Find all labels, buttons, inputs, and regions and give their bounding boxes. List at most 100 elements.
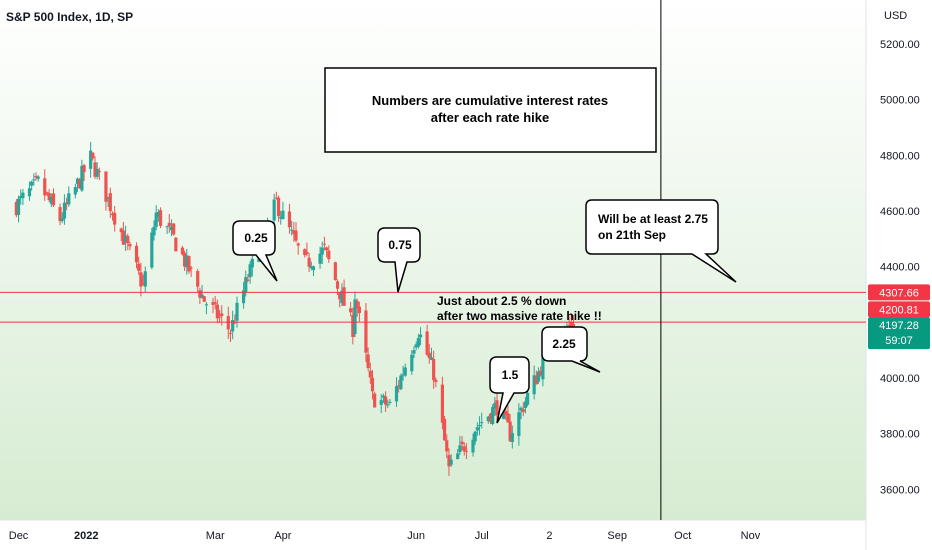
rate-callout-4[interactable]: 2.25 bbox=[541, 326, 601, 373]
candle-125 bbox=[397, 379, 401, 393]
candle-98 bbox=[311, 265, 316, 277]
candle-144 bbox=[456, 449, 460, 460]
candle-163 bbox=[510, 425, 514, 449]
candle-43 bbox=[143, 266, 147, 293]
candle-95 bbox=[305, 242, 309, 257]
info-box-line-1: Numbers are cumulative interest rates bbox=[372, 93, 608, 108]
candle-14 bbox=[58, 203, 62, 226]
currency-label: USD bbox=[884, 10, 907, 22]
candle-71 bbox=[231, 310, 235, 340]
sep-callout-line-2: on 21th Sep bbox=[598, 228, 666, 242]
time-tick-7: Sep bbox=[607, 530, 627, 542]
price-axis[interactable]: 5200.00 5000.00 4800.00 4600.00 4400.00 4000.… bbox=[880, 39, 920, 496]
candle-149 bbox=[471, 433, 475, 457]
price-tick-4: 4400.00 bbox=[880, 262, 920, 274]
candle-146 bbox=[460, 436, 464, 451]
candle-137 bbox=[432, 350, 436, 389]
level-badge-2[interactable]: 4200.81 bbox=[868, 301, 930, 318]
drop-note[interactable]: Just about 2.5 % down after two massive … bbox=[437, 294, 602, 323]
candle-12 bbox=[49, 193, 53, 208]
candle-169 bbox=[532, 365, 536, 400]
candle-123 bbox=[388, 398, 392, 405]
candle-45 bbox=[152, 220, 156, 241]
last-price-badge[interactable]: 4197.28 59:07 bbox=[868, 317, 930, 350]
price-tick-3: 4600.00 bbox=[880, 206, 920, 218]
candle-160 bbox=[504, 408, 508, 421]
candle-22 bbox=[80, 159, 84, 192]
candle-24 bbox=[89, 142, 93, 178]
candle-151 bbox=[475, 422, 479, 436]
price-tick-7: 3600.00 bbox=[880, 484, 920, 496]
candle-164 bbox=[517, 403, 521, 446]
candle-67 bbox=[217, 310, 222, 323]
candle-29 bbox=[104, 171, 108, 211]
price-tick-6: 3800.00 bbox=[880, 429, 920, 441]
candle-115 bbox=[366, 347, 370, 372]
candle-50 bbox=[167, 213, 171, 233]
candle-158 bbox=[495, 391, 499, 423]
candle-32 bbox=[110, 211, 115, 221]
candle-52 bbox=[172, 223, 176, 236]
candles-layer bbox=[14, 142, 576, 476]
candle-121 bbox=[383, 391, 388, 412]
candle-85 bbox=[274, 191, 278, 200]
candle-8 bbox=[36, 175, 40, 182]
rate-callout-4-label: 2.25 bbox=[552, 337, 576, 351]
level-badge-1[interactable]: 4307.66 bbox=[868, 284, 930, 301]
candle-76 bbox=[246, 274, 250, 283]
candle-155 bbox=[488, 412, 493, 425]
candle-36 bbox=[124, 225, 128, 251]
candle-104 bbox=[333, 261, 337, 281]
candle-142 bbox=[447, 448, 451, 476]
level-badge-2-label: 4200.81 bbox=[879, 304, 919, 316]
candle-112 bbox=[355, 298, 359, 317]
candle-167 bbox=[523, 397, 528, 414]
rate-callout-1[interactable]: 0.25 bbox=[232, 220, 278, 282]
candle-6 bbox=[32, 173, 36, 186]
candle-127 bbox=[401, 365, 405, 381]
candle-84 bbox=[272, 193, 276, 229]
info-box[interactable]: Numbers are cumulative interest rates af… bbox=[324, 67, 657, 153]
candle-128 bbox=[403, 363, 407, 377]
rate-callout-3-bubble bbox=[489, 356, 530, 424]
candle-143 bbox=[449, 454, 453, 467]
countdown-label: 59:07 bbox=[885, 335, 913, 347]
candle-30 bbox=[106, 196, 110, 207]
time-axis[interactable]: Dec 2022 Mar Apr Jun Jul 2 Sep Oct Nov bbox=[9, 530, 761, 542]
candle-101 bbox=[322, 236, 327, 251]
time-tick-0: Dec bbox=[9, 530, 29, 542]
candle-126 bbox=[399, 373, 403, 391]
candle-54 bbox=[180, 245, 185, 256]
candle-37 bbox=[126, 233, 130, 251]
candle-133 bbox=[418, 327, 423, 346]
rate-callout-2[interactable]: 0.75 bbox=[377, 227, 421, 293]
candle-31 bbox=[108, 187, 112, 218]
candle-21 bbox=[78, 177, 82, 189]
candle-130 bbox=[412, 346, 416, 359]
level-badge-2-bg bbox=[868, 301, 930, 318]
candle-116 bbox=[368, 362, 372, 384]
level-badge-1-bg bbox=[868, 284, 930, 301]
candle-96 bbox=[307, 253, 311, 273]
rate-callout-3[interactable]: 1.5 bbox=[489, 356, 530, 424]
info-box-line-2: after each rate hike bbox=[431, 110, 550, 125]
candle-87 bbox=[279, 210, 283, 225]
candle-120 bbox=[381, 393, 386, 404]
candle-93 bbox=[296, 242, 300, 255]
candle-64 bbox=[211, 297, 215, 314]
candle-124 bbox=[394, 377, 399, 407]
time-axis-background bbox=[0, 520, 866, 550]
last-price-badge-bg bbox=[868, 317, 930, 350]
candle-94 bbox=[303, 248, 307, 258]
candle-33 bbox=[113, 205, 117, 232]
candle-11 bbox=[47, 188, 51, 202]
rate-callout-1-bubble bbox=[232, 220, 278, 282]
candle-41 bbox=[139, 262, 143, 297]
candle-97 bbox=[309, 261, 313, 271]
sep-callout[interactable]: Will be at least 2.75 on 21th Sep bbox=[585, 199, 737, 283]
candle-69 bbox=[226, 306, 230, 339]
candle-77 bbox=[248, 260, 252, 284]
candle-100 bbox=[320, 241, 324, 265]
